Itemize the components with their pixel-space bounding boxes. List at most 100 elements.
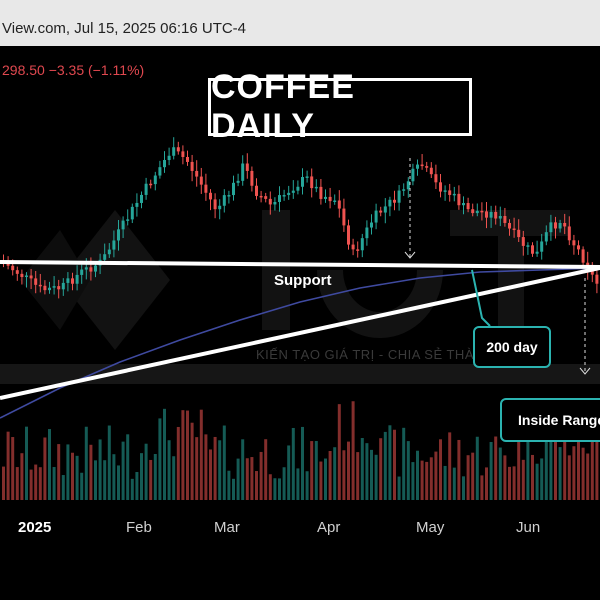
- candle-body: [158, 167, 162, 176]
- candle-body: [466, 203, 470, 210]
- candle-body: [268, 198, 272, 205]
- candle-body: [452, 193, 456, 196]
- candle-body: [89, 267, 93, 272]
- x-label-may: May: [416, 519, 445, 536]
- volume-bar: [199, 409, 203, 500]
- volume-bar: [296, 468, 300, 500]
- candle-body: [103, 254, 107, 260]
- volume-bar: [38, 467, 42, 500]
- candle-body: [420, 164, 424, 167]
- title-box: COFFEE DAILY: [208, 68, 472, 145]
- candle-body: [567, 226, 571, 241]
- candle-body: [144, 183, 148, 195]
- volume-bar: [268, 474, 272, 500]
- support-label: Support: [274, 272, 332, 289]
- volume-bar: [98, 439, 102, 500]
- candle-body: [94, 265, 97, 272]
- volume-bar: [140, 453, 143, 500]
- x-label-jun: Jun: [516, 519, 541, 536]
- volume-bar: [241, 439, 245, 500]
- candle-body: [439, 182, 442, 192]
- volume-bar: [347, 441, 350, 500]
- x-label-apr: Apr: [317, 519, 341, 536]
- candle-body: [236, 180, 240, 183]
- volume-bars: [2, 401, 599, 500]
- candle-body: [411, 168, 415, 182]
- volume-bar: [213, 436, 217, 500]
- volume-bar: [425, 461, 429, 500]
- candle-body: [526, 245, 530, 247]
- candle-body: [397, 190, 401, 203]
- volume-bar: [209, 449, 212, 500]
- volume-bar: [25, 426, 28, 500]
- candle-body: [204, 184, 208, 193]
- volume-bar: [356, 452, 360, 500]
- volume-bar: [388, 425, 392, 500]
- candle-body: [577, 245, 580, 250]
- candle-body: [126, 219, 130, 221]
- candle-body: [485, 211, 488, 218]
- candle-body: [278, 195, 281, 202]
- candle-body: [80, 269, 84, 275]
- volume-bar: [383, 431, 387, 500]
- candle-body: [218, 205, 222, 210]
- volume-bar: [448, 432, 452, 500]
- volume-bar: [176, 426, 180, 500]
- ma-200-line: [0, 267, 600, 419]
- header-bar: View.com, Jul 15, 2025 06:16 UTC-4: [0, 0, 600, 46]
- candle-body: [503, 216, 507, 223]
- volume-bar: [402, 427, 406, 500]
- volume-bar: [245, 458, 249, 500]
- candle-body: [393, 199, 396, 203]
- ma-200-label: 200 day: [486, 339, 538, 355]
- volume-bar: [135, 471, 139, 500]
- candle-body: [66, 278, 70, 283]
- candle-body: [140, 194, 143, 203]
- candle-body: [213, 199, 217, 210]
- volume-bar: [273, 478, 277, 500]
- candle-body: [521, 237, 525, 246]
- ma-callout-leader: [471, 269, 491, 327]
- candle-body: [572, 240, 576, 246]
- candle-body: [296, 186, 300, 191]
- candle-body: [71, 278, 74, 284]
- candle-body: [273, 201, 277, 205]
- candle-body: [531, 245, 534, 254]
- volume-bar: [558, 447, 562, 500]
- volume-bar: [517, 440, 521, 500]
- volume-bar: [360, 438, 364, 500]
- volume-bar: [489, 442, 493, 500]
- volume-bar: [130, 478, 134, 500]
- volume-bar: [287, 445, 291, 500]
- volume-bar: [43, 437, 47, 500]
- candle-body: [310, 176, 314, 189]
- volume-bar: [20, 453, 24, 500]
- volume-bar: [107, 425, 111, 500]
- volume-bar: [526, 417, 530, 500]
- volume-bar: [531, 454, 534, 500]
- volume-bar: [540, 458, 544, 500]
- candle-body: [282, 195, 286, 197]
- volume-bar: [577, 414, 580, 500]
- candle-body: [351, 244, 355, 250]
- candle-body: [209, 192, 212, 200]
- volume-bar: [535, 463, 539, 500]
- candle-body: [319, 186, 323, 199]
- x-label-feb: Feb: [126, 519, 152, 536]
- ma-200-callout: 200 day: [473, 326, 551, 368]
- candle-body: [112, 240, 116, 250]
- volume-bar: [480, 475, 484, 500]
- candle-body: [57, 286, 61, 290]
- candle-body: [563, 222, 567, 227]
- inside-range-callout: Inside Range: [500, 398, 600, 442]
- candle-body: [443, 190, 447, 192]
- candle-body: [135, 202, 139, 207]
- candle-body: [374, 210, 378, 223]
- candle-body: [245, 163, 249, 171]
- volume-bar: [563, 422, 567, 500]
- candle-body: [199, 176, 203, 185]
- volume-bar: [416, 450, 419, 500]
- volume-bar: [126, 434, 130, 500]
- volume-bar: [549, 426, 553, 500]
- candle-body: [107, 249, 111, 255]
